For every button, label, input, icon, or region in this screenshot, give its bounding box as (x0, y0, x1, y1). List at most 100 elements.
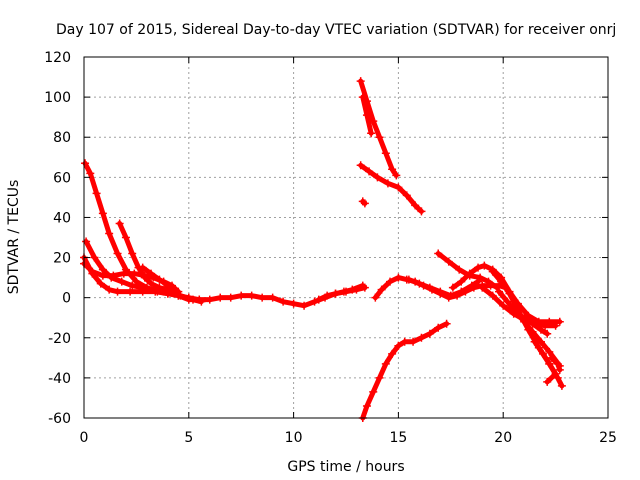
data-point (394, 183, 403, 192)
series-arc-12 (358, 197, 369, 208)
series-arc-8 (314, 281, 367, 304)
data-point (377, 285, 386, 294)
data-point (367, 129, 376, 138)
data-point (365, 167, 374, 176)
data-point (90, 253, 99, 262)
data-point (404, 275, 413, 284)
chart-title: Day 107 of 2015, Sidereal Day-to-day VTE… (56, 22, 616, 38)
y-tick-label: -20 (48, 331, 71, 347)
data-point (371, 293, 380, 302)
data-point (268, 293, 277, 302)
data-point (417, 333, 426, 342)
data-point (509, 309, 518, 318)
y-axis-label: SDTVAR / TECUs (6, 180, 22, 295)
data-point (484, 277, 493, 286)
data-point (402, 191, 411, 200)
x-tick-label: 25 (599, 430, 617, 446)
data-point (174, 291, 183, 300)
data-point (415, 279, 424, 288)
data-point (88, 267, 97, 276)
data-point (400, 337, 409, 346)
data-point (528, 319, 537, 328)
data-point (545, 359, 554, 368)
data-point (323, 291, 332, 300)
data-point (474, 263, 483, 272)
data-point (478, 283, 487, 292)
data-point (358, 281, 367, 290)
series-layer (80, 77, 566, 422)
data-point (436, 287, 445, 296)
data-point (138, 287, 147, 296)
data-point (539, 349, 548, 358)
x-tick-label: 0 (80, 430, 89, 446)
x-tick-label: 5 (184, 430, 193, 446)
series-line (175, 285, 368, 309)
data-point (258, 293, 267, 302)
data-point (98, 209, 107, 218)
data-point (126, 287, 135, 296)
data-point (434, 323, 443, 332)
data-point (497, 277, 506, 286)
data-point (360, 199, 369, 208)
y-tick-label: 20 (53, 251, 71, 267)
data-point (505, 289, 514, 298)
data-point (163, 281, 172, 290)
ticks: 0 5 10 15 20 25 -60 -40 -20 0 20 40 60 80 100 120 (44, 50, 617, 446)
data-point (495, 287, 504, 296)
data-point (289, 299, 298, 308)
y-tick-label: 100 (44, 90, 71, 106)
series-arc-22 (530, 337, 560, 386)
data-point (147, 269, 156, 278)
data-point (520, 313, 529, 322)
y-tick-label: 120 (44, 50, 71, 66)
data-point (356, 161, 365, 170)
data-point (184, 295, 193, 304)
data-point (237, 291, 246, 300)
data-point (409, 337, 418, 346)
data-point (226, 293, 235, 302)
series-arc-17 (448, 261, 564, 326)
data-point (138, 263, 147, 272)
y-tick-label: 0 (62, 291, 71, 307)
data-point (553, 359, 562, 368)
data-point (425, 283, 434, 292)
grid (84, 57, 608, 418)
x-tick-label: 20 (494, 430, 512, 446)
data-point (536, 325, 545, 334)
data-point (130, 269, 139, 278)
data-point (147, 279, 156, 288)
data-point (98, 271, 107, 280)
data-point (457, 277, 466, 286)
series-arc-10 (358, 93, 376, 138)
data-point (82, 237, 91, 246)
data-point (216, 293, 225, 302)
data-point (425, 329, 434, 338)
data-point (155, 275, 164, 284)
data-point (547, 353, 556, 362)
data-point (465, 269, 474, 278)
data-point (279, 297, 288, 306)
data-point (417, 207, 426, 216)
data-point (96, 279, 105, 288)
data-point (444, 257, 453, 266)
data-point (467, 281, 476, 290)
series-arc-7 (174, 283, 369, 310)
data-point (128, 281, 137, 290)
data-point (348, 285, 357, 294)
data-point (195, 295, 204, 304)
series-line (358, 78, 399, 178)
data-point (81, 159, 90, 168)
series-arc-21 (520, 313, 552, 338)
plot-frame (83, 56, 609, 419)
data-point (113, 249, 122, 258)
data-point (339, 287, 348, 296)
data-point (92, 189, 101, 198)
data-point (557, 381, 566, 390)
data-point (117, 277, 126, 286)
data-point (375, 373, 384, 382)
data-point (541, 321, 550, 330)
series-line (358, 162, 424, 214)
data-point (551, 369, 560, 378)
y-tick-label: -40 (48, 371, 71, 387)
